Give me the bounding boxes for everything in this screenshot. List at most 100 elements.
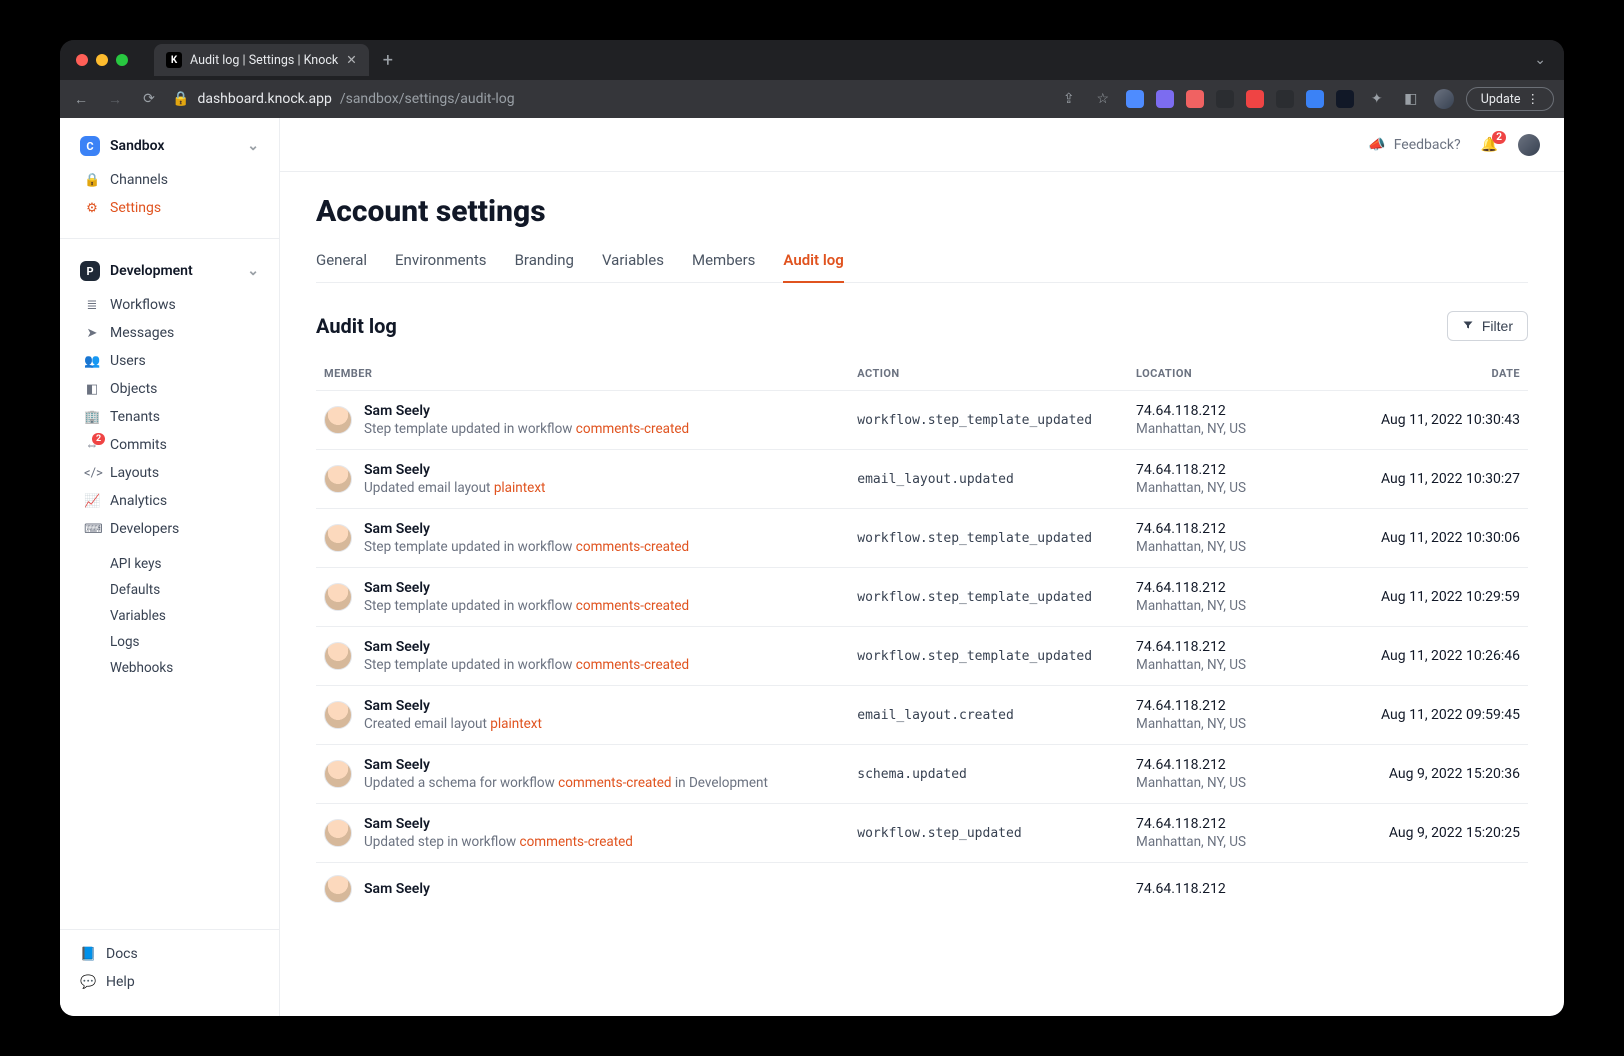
user-avatar[interactable] — [1518, 134, 1540, 156]
table-row[interactable]: Sam SeelyStep template updated in workfl… — [316, 509, 1528, 568]
extension-icon[interactable] — [1156, 90, 1174, 108]
event-link[interactable]: plaintext — [490, 716, 542, 732]
notifications-button[interactable]: 🔔 2 — [1481, 137, 1498, 153]
sidebar-item-objects[interactable]: ◧Objects — [72, 375, 267, 403]
event-link[interactable]: comments-created — [576, 598, 689, 614]
sidebar-item-workflows[interactable]: ≣Workflows — [72, 291, 267, 319]
extension-icon[interactable] — [1186, 90, 1204, 108]
section-title: Audit log — [316, 314, 397, 338]
member-avatar — [324, 524, 352, 552]
address-bar[interactable]: 🔒 dashboard.knock.app/sandbox/settings/a… — [172, 91, 515, 107]
table-row[interactable]: Sam SeelyStep template updated in workfl… — [316, 391, 1528, 450]
sidebar-item-help[interactable]: 💬Help — [68, 968, 271, 996]
tab-audit-log[interactable]: Audit log — [783, 241, 843, 283]
column-header-date[interactable]: DATE — [1334, 357, 1528, 391]
member-avatar — [324, 583, 352, 611]
window-controls — [70, 54, 134, 66]
nav-forward-button[interactable]: → — [104, 91, 126, 108]
sidebar-item-layouts[interactable]: </>Layouts — [72, 459, 267, 487]
event-location: Manhattan, NY, US — [1136, 657, 1326, 673]
table-row[interactable]: Sam SeelyStep template updated in workfl… — [316, 568, 1528, 627]
tab-environments[interactable]: Environments — [395, 241, 487, 282]
extension-icon[interactable] — [1246, 90, 1264, 108]
sidebar-item-messages[interactable]: ➤Messages — [72, 319, 267, 347]
browser-window: K Audit log | Settings | Knock ✕ + ⌄ ← →… — [60, 40, 1564, 1016]
workspace-switcher[interactable]: C Sandbox ⌄ — [68, 128, 271, 164]
member-name: Sam Seely — [364, 757, 768, 773]
event-description: Created email layout plaintext — [364, 716, 542, 732]
event-link[interactable]: comments-created — [576, 539, 689, 555]
sidebar-item-label: Users — [110, 353, 146, 369]
sidebar-item-settings[interactable]: ⚙Settings — [72, 194, 267, 222]
event-description: Step template updated in workflow commen… — [364, 657, 689, 673]
event-date: Aug 11, 2022 10:30:27 — [1334, 450, 1528, 509]
window-close-button[interactable] — [76, 54, 88, 66]
sidebar-subitem-logs[interactable]: Logs — [102, 629, 267, 655]
browser-update-button[interactable]: Update ⋮ — [1466, 87, 1554, 111]
extension-icon[interactable] — [1276, 90, 1294, 108]
event-link[interactable]: plaintext — [494, 480, 546, 496]
column-header-action[interactable]: ACTION — [849, 357, 1128, 391]
extension-icon[interactable] — [1216, 90, 1234, 108]
member-avatar — [324, 642, 352, 670]
sidebar-subitem-api-keys[interactable]: API keys — [102, 551, 267, 577]
bookmark-icon[interactable]: ☆ — [1092, 91, 1114, 107]
share-icon[interactable]: ⇪ — [1058, 91, 1080, 107]
tab-close-icon[interactable]: ✕ — [346, 52, 356, 68]
sidebar-subitem-webhooks[interactable]: Webhooks — [102, 655, 267, 681]
event-action: workflow.step_template_updated — [857, 413, 1092, 428]
new-tab-button[interactable]: + — [377, 50, 399, 71]
notification-count: 2 — [1492, 131, 1506, 144]
environment-switcher[interactable]: P Development ⌄ — [68, 253, 271, 289]
event-link[interactable]: comments-created — [576, 657, 689, 673]
event-ip: 74.64.118.212 — [1136, 403, 1326, 419]
nav-back-button[interactable]: ← — [70, 91, 92, 108]
sidebar-item-commits[interactable]: ⇔Commits — [72, 431, 267, 459]
sidebar-item-channels[interactable]: 🔒Channels — [72, 166, 267, 194]
nav-reload-button[interactable]: ⟳ — [138, 91, 160, 107]
extension-icon[interactable] — [1336, 90, 1354, 108]
table-row[interactable]: Sam SeelyUpdated email layout plaintexte… — [316, 450, 1528, 509]
tab-branding[interactable]: Branding — [515, 241, 574, 282]
update-label: Update — [1481, 92, 1521, 107]
tabs-overflow-icon[interactable]: ⌄ — [1526, 52, 1554, 68]
channels-icon: 🔒 — [84, 173, 100, 188]
extensions-puzzle-icon[interactable]: ✦ — [1366, 91, 1388, 107]
extension-icon[interactable] — [1306, 90, 1324, 108]
table-row[interactable]: Sam Seely74.64.118.212 — [316, 863, 1528, 916]
window-maximize-button[interactable] — [116, 54, 128, 66]
sidebar-item-analytics[interactable]: 📈Analytics — [72, 487, 267, 515]
table-row[interactable]: Sam SeelyCreated email layout plaintexte… — [316, 686, 1528, 745]
sidebar-item-tenants[interactable]: 🏢Tenants — [72, 403, 267, 431]
tab-variables[interactable]: Variables — [602, 241, 664, 282]
event-location: Manhattan, NY, US — [1136, 775, 1326, 791]
sidebar-item-label: Commits — [110, 437, 167, 453]
settings-icon: ⚙ — [84, 201, 100, 216]
side-panel-icon[interactable]: ◧ — [1400, 91, 1422, 107]
filter-button[interactable]: Filter — [1447, 311, 1528, 341]
table-row[interactable]: Sam SeelyStep template updated in workfl… — [316, 627, 1528, 686]
event-link[interactable]: comments-created — [576, 421, 689, 437]
profile-avatar-icon[interactable] — [1434, 89, 1454, 109]
tab-general[interactable]: General — [316, 241, 367, 282]
event-link[interactable]: comments-created — [520, 834, 633, 850]
sidebar-item-users[interactable]: 👥Users — [72, 347, 267, 375]
event-location: Manhattan, NY, US — [1136, 834, 1326, 850]
extension-icon[interactable] — [1126, 90, 1144, 108]
window-minimize-button[interactable] — [96, 54, 108, 66]
help-icon: 💬 — [80, 975, 96, 990]
sidebar-item-docs[interactable]: 📘Docs — [68, 940, 271, 968]
feedback-button[interactable]: 📣 Feedback? — [1368, 137, 1460, 153]
settings-tabs: General Environments Branding Variables Memb… — [316, 241, 1528, 283]
browser-tab[interactable]: K Audit log | Settings | Knock ✕ — [154, 44, 369, 76]
column-header-member[interactable]: MEMBER — [316, 357, 849, 391]
developers-icon: ⌨ — [84, 522, 100, 537]
sidebar-subitem-variables[interactable]: Variables — [102, 603, 267, 629]
event-link[interactable]: comments-created — [558, 775, 671, 791]
table-row[interactable]: Sam SeelyUpdated step in workflow commen… — [316, 804, 1528, 863]
tab-members[interactable]: Members — [692, 241, 755, 282]
sidebar-item-developers[interactable]: ⌨Developers — [72, 515, 267, 543]
sidebar-subitem-defaults[interactable]: Defaults — [102, 577, 267, 603]
column-header-location[interactable]: LOCATION — [1128, 357, 1334, 391]
table-row[interactable]: Sam SeelyUpdated a schema for workflow c… — [316, 745, 1528, 804]
